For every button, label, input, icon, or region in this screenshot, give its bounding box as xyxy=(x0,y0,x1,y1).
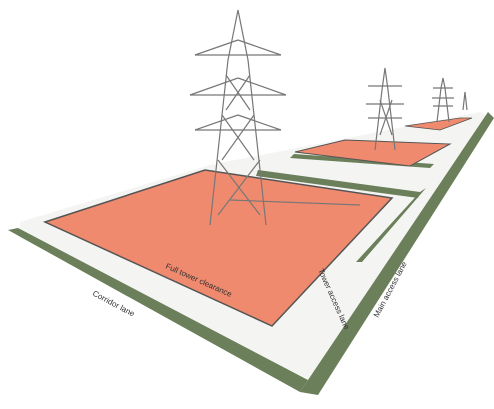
tower xyxy=(366,67,404,151)
corridor-edge xyxy=(8,228,308,392)
inner-edge xyxy=(356,188,426,262)
clearance-pad xyxy=(294,139,452,167)
inner-edge xyxy=(256,170,420,198)
tower xyxy=(432,77,468,123)
tower xyxy=(189,9,361,226)
clearance-pad xyxy=(404,117,473,131)
main-edge xyxy=(300,112,494,395)
clearance-pad xyxy=(42,169,394,327)
